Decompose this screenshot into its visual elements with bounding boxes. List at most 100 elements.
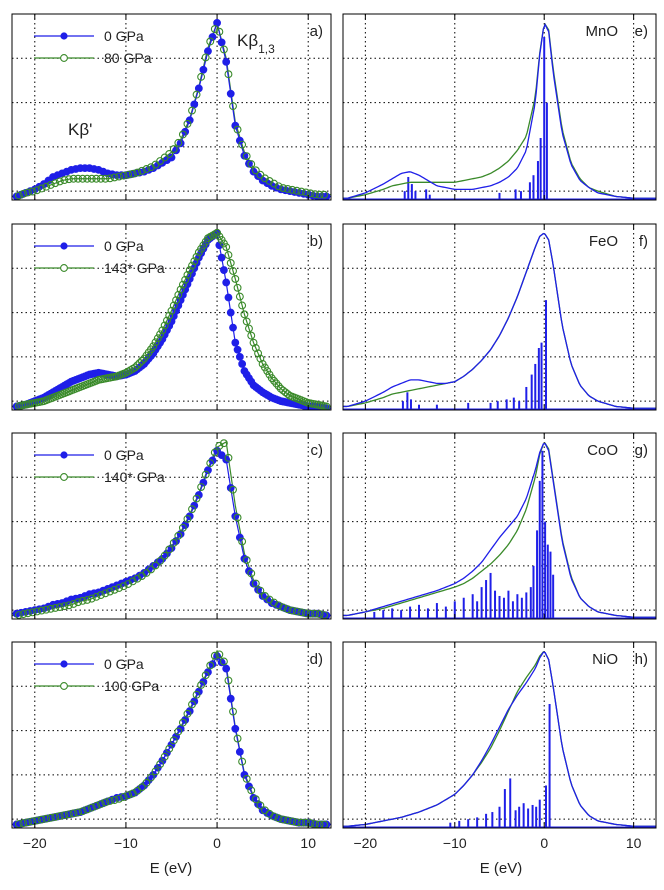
marker-high-gpa [137, 783, 146, 792]
calc-curve-blue [343, 651, 656, 827]
marker-high-gpa [133, 168, 142, 177]
marker-0gpa [322, 404, 331, 410]
marker-high-gpa [69, 174, 78, 183]
compound-label: FeO [589, 233, 618, 250]
marker-0gpa [222, 278, 231, 287]
marker-high-gpa [315, 190, 324, 199]
marker-high-gpa [229, 102, 237, 111]
marker-high-gpa [149, 342, 158, 351]
marker-high-gpa [274, 601, 283, 610]
marker-high-gpa [235, 292, 244, 301]
panel-frame [11, 641, 332, 829]
marker-high-gpa [156, 557, 165, 565]
marker-high-gpa [115, 584, 124, 592]
legend-marker-high [60, 264, 68, 272]
marker-high-gpa [14, 191, 23, 200]
marker-high-gpa [242, 774, 251, 783]
marker-high-gpa [151, 767, 160, 776]
marker-0gpa [231, 338, 240, 347]
marker-high-gpa [14, 611, 23, 619]
legend-label-0gpa: 0 GPa [104, 238, 144, 254]
marker-high-gpa [219, 45, 228, 54]
marker-high-gpa [190, 257, 199, 266]
marker-high-gpa [231, 274, 240, 283]
marker-high-gpa [119, 171, 128, 180]
marker-high-gpa [247, 786, 256, 795]
series-line-high-pressure [12, 440, 331, 617]
marker-high-gpa [60, 811, 69, 820]
marker-high-gpa [156, 760, 165, 769]
panel-e: e) MnO [342, 13, 657, 201]
plot-area-h [343, 651, 656, 828]
panel-tag-a: a) [310, 23, 323, 40]
marker-high-gpa [224, 251, 233, 259]
marker-high-gpa [169, 301, 178, 310]
marker-high-gpa [229, 707, 237, 716]
marker-high-gpa [101, 174, 110, 183]
marker-high-gpa [106, 587, 114, 596]
panel-frame [342, 641, 657, 829]
marker-high-gpa [183, 270, 192, 279]
marker-high-gpa [19, 189, 28, 198]
marker-0gpa [229, 323, 237, 332]
marker-high-gpa [87, 803, 96, 812]
marker-high-gpa [78, 174, 87, 183]
marker-high-gpa [69, 599, 78, 608]
marker-high-gpa [251, 579, 260, 588]
marker-high-gpa [288, 606, 297, 615]
marker-high-gpa [188, 700, 196, 709]
plot-area-g [343, 442, 656, 619]
marker-high-gpa [292, 186, 301, 195]
calc-curve-green [343, 22, 656, 199]
marker-high-gpa [222, 243, 231, 251]
panel-tag-b: b) [310, 233, 323, 250]
marker-high-gpa [233, 283, 242, 292]
marker-0gpa [235, 533, 244, 542]
series-line-zero-pressure [12, 449, 331, 617]
kb13-main: Kβ [237, 31, 258, 50]
marker-high-gpa [46, 813, 55, 822]
marker-high-gpa [55, 177, 64, 186]
calc-curve-green [343, 232, 656, 409]
panel-tag-c: c) [311, 442, 324, 459]
panel-frame [342, 13, 657, 201]
plot-area-c [12, 439, 331, 619]
marker-0gpa [224, 293, 233, 302]
x-tick-label: 10 [300, 835, 316, 851]
marker-high-gpa [65, 175, 73, 184]
marker-high-gpa [51, 812, 60, 821]
marker-high-gpa [201, 470, 210, 479]
compound-label: MnO [585, 23, 618, 40]
panel-f: f) FeO [342, 223, 657, 411]
marker-high-gpa [251, 795, 260, 804]
x-tick-label: 0 [213, 835, 221, 851]
marker-high-gpa [251, 166, 260, 175]
legend-label-high: 140* GPa [104, 469, 165, 485]
marker-high-gpa [320, 611, 329, 619]
legend-b: 0 GPa 143* GPa [34, 238, 165, 276]
panel-c: c) 0 GPa 140* GPa [11, 432, 332, 620]
marker-high-gpa [42, 605, 51, 614]
marker-high-gpa [92, 592, 101, 601]
marker-high-gpa [229, 266, 237, 275]
marker-high-gpa [260, 174, 269, 183]
marker-high-gpa [133, 574, 142, 583]
marker-high-gpa [96, 800, 105, 809]
marker-high-gpa [83, 596, 92, 604]
marker-high-gpa [206, 661, 215, 670]
marker-high-gpa [201, 671, 210, 680]
marker-0gpa [226, 89, 235, 98]
marker-high-gpa [233, 734, 242, 743]
marker-high-gpa [119, 582, 128, 591]
panel-tag-g: g) [635, 442, 648, 459]
marker-0gpa [233, 345, 242, 354]
marker-high-gpa [192, 252, 201, 261]
marker-high-gpa [137, 356, 146, 365]
marker-high-gpa [147, 565, 155, 574]
marker-high-gpa [288, 817, 297, 826]
marker-high-gpa [240, 310, 249, 319]
marker-high-gpa [270, 598, 278, 607]
marker-high-gpa [115, 172, 124, 181]
legend-label-0gpa: 0 GPa [104, 28, 144, 44]
legend-label-high: 80 GPa [104, 50, 152, 66]
